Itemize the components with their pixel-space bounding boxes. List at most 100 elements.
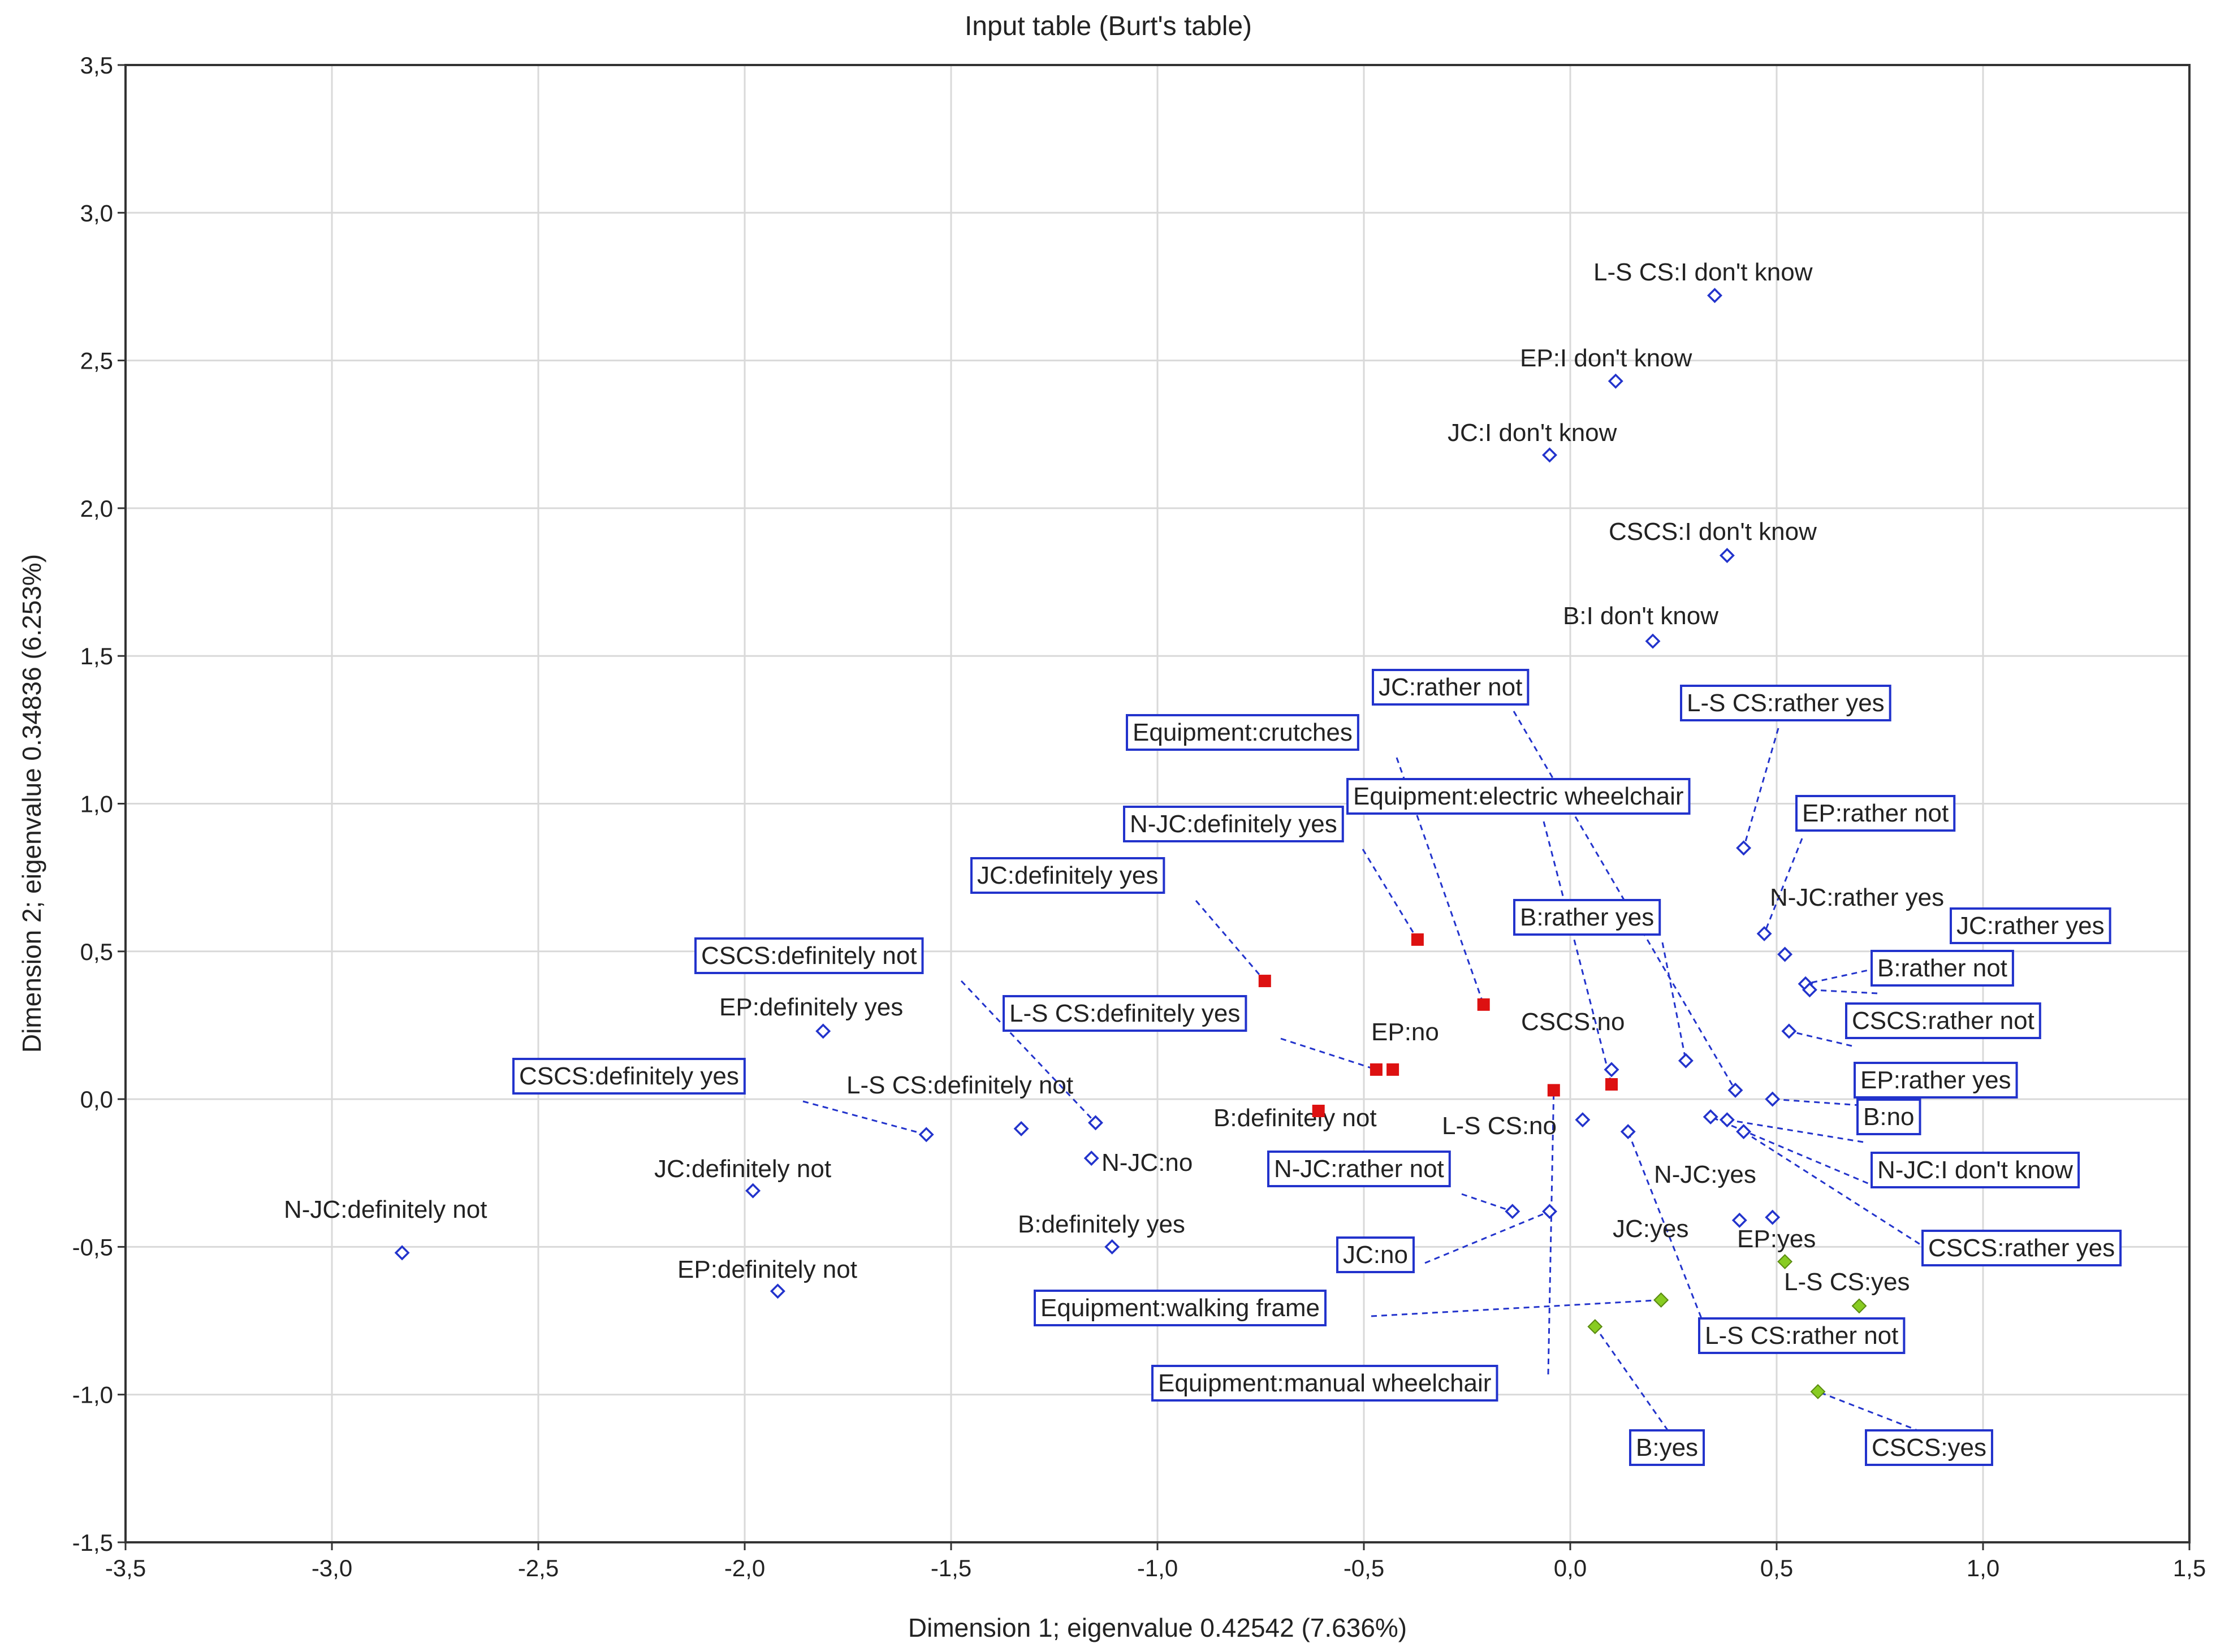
point-l-s-cs-definitely-not bbox=[1013, 1121, 1029, 1136]
point-l-s-cs-yes bbox=[1851, 1298, 1867, 1314]
point-l-s-cs-rather-not bbox=[1620, 1124, 1636, 1140]
label-box-l-s-cs-definitely-yes bbox=[1003, 995, 1247, 1032]
y-tick-label: -1,5 bbox=[72, 1529, 113, 1556]
leader-line-equipment-walking-frame bbox=[1371, 1299, 1661, 1317]
x-tick-label: 0,5 bbox=[1760, 1555, 1793, 1581]
leader-line-jc-rather-not bbox=[1513, 711, 1736, 1091]
point-ep-rather-not bbox=[1756, 926, 1772, 941]
leader-line-ep-rather-not bbox=[1763, 838, 1803, 934]
leader-line-jc-definitely-yes bbox=[1195, 900, 1265, 982]
label-equipment-manual-wheelchair: Equipment:manual wheelchair bbox=[1158, 1369, 1491, 1397]
label-n-jc-definitely-yes: N-JC:definitely yes bbox=[1130, 810, 1337, 838]
label-b-definitely-yes: B:definitely yes bbox=[1018, 1210, 1185, 1238]
point-ep-yes bbox=[1765, 1209, 1781, 1225]
label-box-cscs-rather-yes bbox=[1921, 1230, 2122, 1266]
leader-line-cscs-definitely-yes bbox=[802, 1100, 927, 1136]
x-tick-label: -2,5 bbox=[518, 1555, 559, 1581]
y-tick-label: -1,0 bbox=[72, 1382, 113, 1408]
point-l-s-cs-no bbox=[1575, 1112, 1591, 1128]
leader-line-l-s-cs-rather-not bbox=[1627, 1131, 1706, 1327]
label-box-l-s-cs-rather-yes bbox=[1680, 685, 1891, 721]
label-box-l-s-cs-rather-not bbox=[1698, 1317, 1906, 1354]
label-box-b-no bbox=[1856, 1099, 1921, 1135]
point-ep-yes-marker bbox=[1777, 1254, 1793, 1269]
leader-line-ep-rather-yes bbox=[1772, 1098, 1861, 1106]
label-jc-i-don-t-know: JC:I don't know bbox=[1448, 419, 1617, 447]
label-ep-i-don-t-know: EP:I don't know bbox=[1520, 344, 1692, 372]
leader-line-b-rather-not bbox=[1809, 989, 1878, 994]
y-tick-label: 0,0 bbox=[80, 1086, 113, 1113]
x-tick-label: -1,0 bbox=[1137, 1555, 1178, 1581]
label-box-equipment-electric-wheelchair bbox=[1346, 778, 1691, 815]
label-ep-definitely-not: EP:definitely not bbox=[677, 1256, 857, 1283]
point-l-s-cs-rather-yes bbox=[1736, 840, 1752, 856]
label-jc-definitely-not: JC:definitely not bbox=[654, 1155, 831, 1183]
point-jc-definitely-yes bbox=[1258, 975, 1271, 988]
label-box-cscs-yes bbox=[1865, 1429, 1993, 1466]
label-cscs-rather-yes: CSCS:rather yes bbox=[1928, 1234, 2115, 1262]
label-cscs-definitely-not: CSCS:definitely not bbox=[701, 942, 917, 970]
label-box-jc-definitely-yes bbox=[970, 857, 1165, 894]
label-cscs-yes: CSCS:yes bbox=[1872, 1434, 1986, 1461]
leader-line-equipment-electric-wheelchair bbox=[1543, 821, 1613, 1085]
label-b-no: B:no bbox=[1863, 1103, 1915, 1131]
label-n-jc-no: N-JC:no bbox=[1101, 1149, 1193, 1177]
point-cscs-i-don-t-know bbox=[1719, 548, 1735, 563]
point-n-jc-definitely-yes bbox=[1411, 933, 1424, 946]
point-n-jc-rather-yes bbox=[1777, 946, 1793, 962]
label-b-rather-not: B:rather not bbox=[1877, 954, 2007, 982]
label-l-s-cs-yes: L-S CS:yes bbox=[1784, 1268, 1910, 1296]
label-box-b-yes bbox=[1629, 1429, 1705, 1466]
point-jc-no bbox=[1542, 1204, 1557, 1219]
x-tick-label: -0,5 bbox=[1344, 1555, 1384, 1581]
label-l-s-cs-no: L-S CS:no bbox=[1442, 1112, 1557, 1140]
label-ep-definitely-yes: EP:definitely yes bbox=[719, 993, 903, 1021]
x-tick-label: -2,0 bbox=[724, 1555, 765, 1581]
point-ep-definitely-not bbox=[770, 1283, 785, 1299]
label-n-jc-rather-yes: N-JC:rather yes bbox=[1770, 884, 1944, 911]
leader-line-cscs-definitely-not bbox=[960, 980, 1096, 1123]
leader-line-equipment-manual-wheelchair bbox=[1547, 1090, 1555, 1375]
y-axis-ticks: 3,5 3,0 2,5 2,0 1,5 1,0 0,5 0,0 -0,5 -1,0 -1,5 bbox=[72, 52, 126, 1556]
leader-line-cscs-rather-not bbox=[1789, 1030, 1852, 1047]
point-cscs-definitely-yes bbox=[918, 1127, 934, 1143]
label-box-n-jc-definitely-yes bbox=[1123, 806, 1344, 842]
label-box-equipment-manual-wheelchair bbox=[1151, 1365, 1498, 1402]
point-b-definitely-yes bbox=[1104, 1239, 1120, 1255]
y-axis-title: Dimension 2; eigenvalue 0.34836 (6.253%) bbox=[17, 554, 46, 1053]
point-l-s-cs-i-don-t-know bbox=[1707, 288, 1722, 304]
leader-line-b-no bbox=[1727, 1119, 1864, 1143]
y-tick-label: -0,5 bbox=[72, 1234, 113, 1260]
label-ep-yes: EP:yes bbox=[1737, 1225, 1816, 1253]
label-ep-no: EP:no bbox=[1371, 1018, 1439, 1046]
leader-line-l-s-cs-rather-yes bbox=[1743, 728, 1779, 849]
label-cscs-i-don-t-know: CSCS:I don't know bbox=[1609, 518, 1817, 546]
point-equipment-walking-frame bbox=[1653, 1292, 1669, 1308]
point-b-rather-yes bbox=[1678, 1053, 1694, 1069]
x-tick-label: -3,0 bbox=[312, 1555, 352, 1581]
label-box-equipment-crutches bbox=[1126, 714, 1359, 751]
x-axis-title: Dimension 1; eigenvalue 0.42542 (7.636%) bbox=[908, 1613, 1407, 1642]
leader-line-b-rather-yes bbox=[1661, 942, 1687, 1061]
label-box-b-rather-yes bbox=[1513, 899, 1661, 936]
label-b-yes: B:yes bbox=[1636, 1434, 1698, 1461]
label-ep-rather-yes: EP:rather yes bbox=[1860, 1066, 2011, 1094]
point-b-no bbox=[1719, 1112, 1735, 1128]
leader-line-n-jc-rather-not bbox=[1461, 1193, 1513, 1213]
x-tick-label: 1,0 bbox=[1967, 1555, 1999, 1581]
point-b-definitely-not bbox=[1312, 1105, 1325, 1118]
label-box-cscs-definitely-yes bbox=[512, 1058, 746, 1095]
label-l-s-cs-definitely-not: L-S CS:definitely not bbox=[846, 1071, 1073, 1099]
point-cscs-rather-yes bbox=[1736, 1124, 1752, 1140]
point-jc-i-don-t-know bbox=[1542, 447, 1557, 463]
label-b-i-don-t-know: B:I don't know bbox=[1563, 602, 1718, 630]
point-b-yes bbox=[1587, 1319, 1603, 1334]
label-equipment-crutches: Equipment:crutches bbox=[1133, 719, 1353, 746]
leader-line-jc-no bbox=[1424, 1210, 1550, 1264]
label-l-s-cs-i-don-t-know: L-S CS:I don't know bbox=[1593, 258, 1813, 286]
leader-line-n-jc-definitely-yes bbox=[1362, 849, 1419, 940]
data-markers bbox=[394, 288, 1867, 1399]
label-box-ep-rather-not bbox=[1795, 795, 1956, 832]
point-n-jc-no bbox=[1083, 1151, 1099, 1166]
point-equipment-crutches bbox=[1477, 998, 1490, 1011]
